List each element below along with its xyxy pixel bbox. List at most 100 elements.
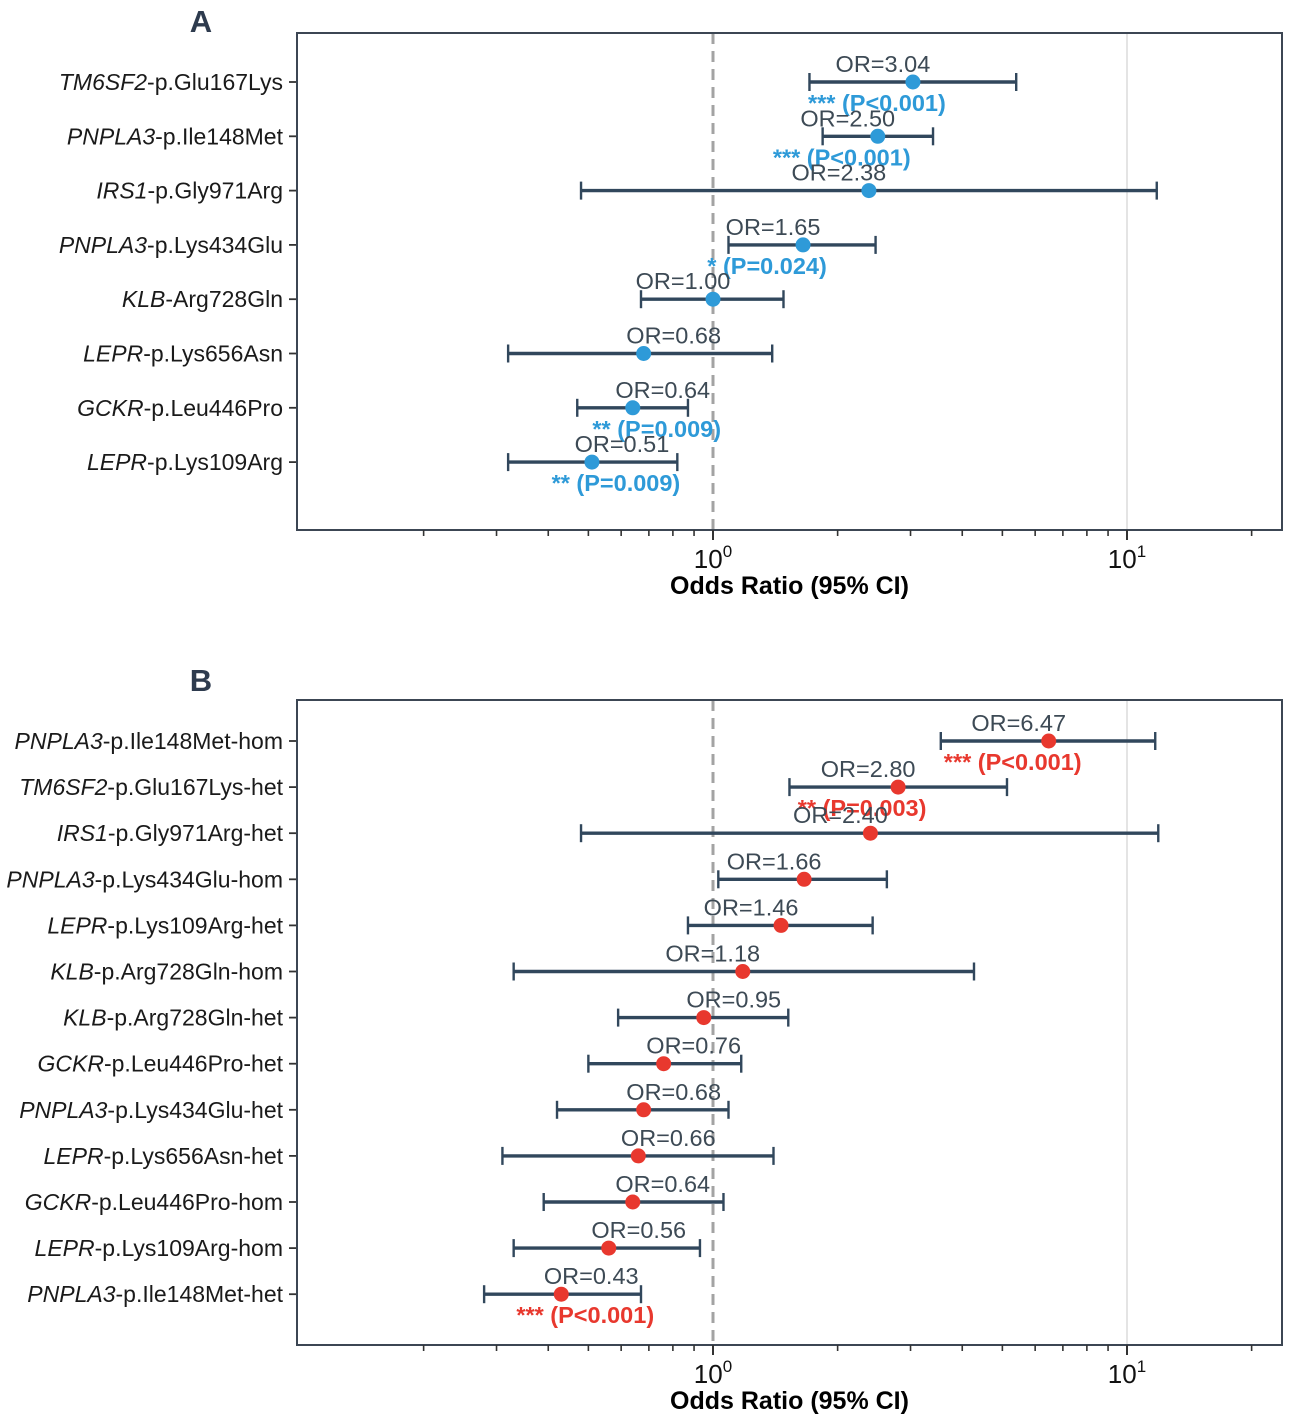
row-label: GCKR-p.Leu446Pro <box>77 395 283 421</box>
row-label: IRS1-p.Gly971Arg-het <box>57 820 284 846</box>
or-value-label: OR=0.56 <box>591 1217 686 1243</box>
row-label: PNPLA3-p.Lys434Glu-hom <box>6 866 283 892</box>
forest-row: GCKR-p.Leu446Pro-het OR=0.76 <box>38 1033 743 1077</box>
forest-row: PNPLA3-p.Ile148Met-hom OR=6.47 *** (P<0.00… <box>15 710 1157 775</box>
or-point <box>625 1194 641 1210</box>
or-point <box>630 1148 646 1164</box>
or-point <box>553 1286 569 1302</box>
or-value-label: OR=1.00 <box>636 268 731 294</box>
forest-row: GCKR-p.Leu446Pro-hom OR=0.64 <box>25 1171 725 1215</box>
x-tick-label: 100 <box>694 1357 732 1389</box>
row-label: LEPR-p.Lys656Asn-het <box>43 1143 283 1169</box>
x-tick-label: 101 <box>1108 1357 1146 1389</box>
or-value-label: OR=1.18 <box>665 941 760 967</box>
row-label: KLB-p.Arg728Gln-hom <box>50 959 283 985</box>
forest-row: LEPR-p.Lys656Asn-het OR=0.66 <box>43 1125 775 1169</box>
row-label: LEPR-p.Lys656Asn <box>83 341 283 367</box>
forest-row: IRS1-p.Gly971Arg-het OR=2.40 <box>57 802 1160 846</box>
row-label: GCKR-p.Leu446Pro-het <box>38 1051 284 1077</box>
panel-b-title: B <box>189 663 213 698</box>
or-value-label: OR=1.66 <box>727 848 822 874</box>
forest-row: LEPR-p.Lys656Asn OR=0.68 <box>83 323 774 367</box>
forest-row: PNPLA3-p.Lys434Glu-hom OR=1.66 <box>6 848 889 892</box>
row-label: PNPLA3-p.Lys434Glu <box>59 232 283 258</box>
or-value-label: OR=1.65 <box>726 214 821 240</box>
significance-label: * (P=0.024) <box>707 253 827 279</box>
or-value-label: OR=0.64 <box>615 377 710 403</box>
significance-label: ** (P=0.009) <box>552 470 681 496</box>
or-value-label: OR=0.66 <box>621 1125 716 1151</box>
significance-label: *** (P<0.001) <box>944 749 1082 775</box>
plot-border <box>296 32 1283 531</box>
or-value-label: OR=2.38 <box>792 160 887 186</box>
or-value-label: OR=0.43 <box>544 1263 639 1289</box>
or-value-label: OR=3.04 <box>836 51 931 77</box>
row-label: TM6SF2-p.Glu167Lys-het <box>19 774 283 800</box>
significance-label: ** (P=0.009) <box>592 416 721 442</box>
or-value-label: OR=0.68 <box>626 1079 721 1105</box>
or-value-label: OR=2.80 <box>821 756 916 782</box>
or-point <box>656 1056 672 1072</box>
x-tick-label: 101 <box>1108 542 1146 574</box>
row-label: KLB-Arg728Gln <box>122 286 283 312</box>
panel-a-title: A <box>189 4 213 39</box>
row-label: PNPLA3-p.Lys434Glu-het <box>19 1097 283 1123</box>
panel-b-forest-chart: PNPLA3-p.Ile148Met-hom OR=6.47 *** (P<0.00… <box>6 699 1283 1415</box>
or-point <box>735 964 751 979</box>
forest-row: KLB-Arg728Gln OR=1.00 <box>122 268 785 312</box>
or-point <box>636 346 652 361</box>
or-point <box>705 291 721 307</box>
or-value-label: OR=0.95 <box>686 987 781 1013</box>
row-label: LEPR-p.Lys109Arg-het <box>47 912 283 938</box>
or-value-label: OR=0.76 <box>646 1033 741 1059</box>
row-label: LEPR-p.Lys109Arg <box>87 449 283 475</box>
or-value-label: OR=2.40 <box>793 802 888 828</box>
row-label: PNPLA3-p.Ile148Met-hom <box>15 728 283 754</box>
or-point <box>870 128 886 144</box>
or-point <box>773 917 789 933</box>
or-point <box>905 74 921 90</box>
forest-row: LEPR-p.Lys109Arg OR=0.51 ** (P=0.009) <box>87 431 680 496</box>
or-point <box>1041 733 1057 749</box>
or-point <box>636 1102 652 1118</box>
forest-row: PNPLA3-p.Lys434Glu-het OR=0.68 <box>19 1079 730 1123</box>
significance-label: *** (P<0.001) <box>773 144 911 170</box>
forest-row: LEPR-p.Lys109Arg-hom OR=0.56 <box>35 1217 702 1261</box>
or-point <box>584 454 600 470</box>
forest-row: TM6SF2-p.Glu167Lys-het OR=2.80 ** (P=0.003… <box>19 756 1009 821</box>
row-label: PNPLA3-p.Ile148Met-het <box>27 1281 283 1307</box>
x-axis-label: Odds Ratio (95% CI) <box>670 1387 909 1415</box>
or-point <box>625 400 641 416</box>
or-value-label: OR=0.68 <box>626 323 721 349</box>
or-point <box>696 1010 712 1026</box>
forest-row: TM6SF2-p.Glu167Lys OR=3.04 *** (P<0.001) <box>59 51 1018 116</box>
x-axis-label: Odds Ratio (95% CI) <box>670 572 909 600</box>
or-value-label: OR=0.51 <box>575 431 670 457</box>
row-label: KLB-p.Arg728Gln-het <box>63 1005 284 1031</box>
forest-row: PNPLA3-p.Ile148Met OR=2.50 *** (P<0.001) <box>67 105 935 170</box>
significance-label: *** (P<0.001) <box>808 90 946 116</box>
or-point <box>796 871 812 887</box>
row-label: GCKR-p.Leu446Pro-hom <box>25 1189 283 1215</box>
forest-row: PNPLA3-p.Lys434Glu OR=1.65 * (P=0.024) <box>59 214 877 279</box>
forest-row: PNPLA3-p.Ile148Met-het OR=0.43 *** (P<0.00… <box>27 1263 654 1328</box>
forest-row: LEPR-p.Lys109Arg-het OR=1.46 <box>47 894 874 938</box>
or-point <box>795 237 811 253</box>
row-label: LEPR-p.Lys109Arg-hom <box>35 1235 283 1261</box>
significance-label: *** (P<0.001) <box>516 1302 654 1328</box>
forest-row: IRS1-p.Gly971Arg OR=2.38 <box>96 160 1158 204</box>
x-tick-label: 100 <box>694 542 732 574</box>
or-value-label: OR=2.50 <box>800 105 895 131</box>
or-value-label: OR=1.46 <box>704 894 799 920</box>
or-point <box>862 825 878 841</box>
forest-row: KLB-p.Arg728Gln-het OR=0.95 <box>63 987 790 1031</box>
or-value-label: OR=6.47 <box>971 710 1066 736</box>
row-label: IRS1-p.Gly971Arg <box>96 178 283 204</box>
row-label: TM6SF2-p.Glu167Lys <box>59 69 283 95</box>
forest-row: KLB-p.Arg728Gln-hom OR=1.18 <box>50 941 976 985</box>
forest-row: GCKR-p.Leu446Pro OR=0.64 ** (P=0.009) <box>77 377 721 442</box>
or-value-label: OR=0.64 <box>615 1171 710 1197</box>
or-point <box>861 183 877 199</box>
panel-a-forest-chart: TM6SF2-p.Glu167Lys OR=3.04 *** (P<0.001) PN… <box>59 32 1283 600</box>
